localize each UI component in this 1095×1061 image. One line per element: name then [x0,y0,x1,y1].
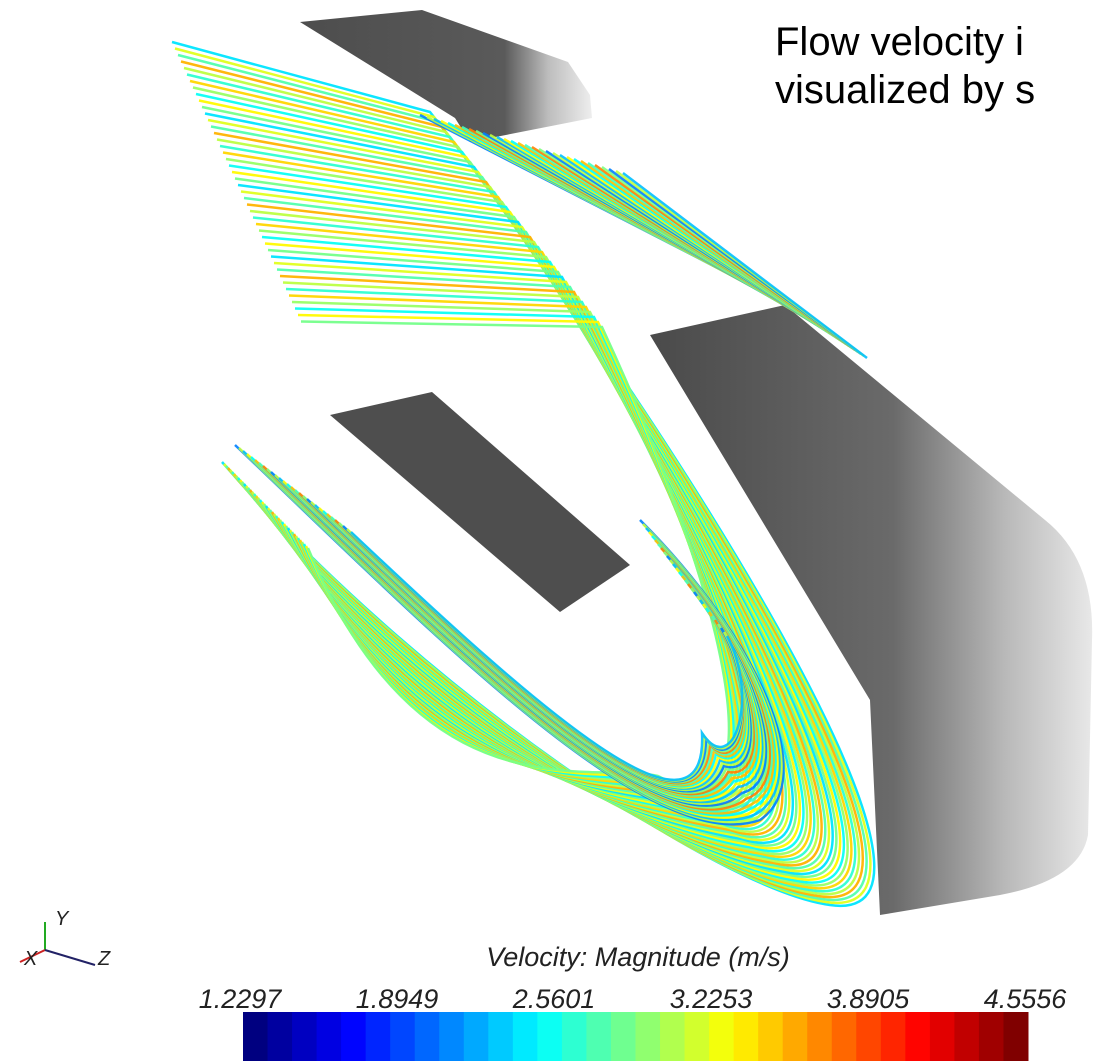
colorbar-band [734,1012,759,1061]
colorbar-band [685,1012,710,1061]
colorbar-band [636,1012,661,1061]
colorbar-band [611,1012,636,1061]
z-axis-arrow [45,950,95,965]
colorbar-band [807,1012,832,1061]
colorbar-band [905,1012,930,1061]
colorbar-band [562,1012,587,1061]
colorbar-band [537,1012,562,1061]
colorbar-band [513,1012,538,1061]
title-line: Flow velocity i [775,20,1024,64]
visualization: Flow velocity i visualized by s Y X Z Ve… [0,0,1095,1061]
colorbar-band [488,1012,513,1061]
colorbar-band [954,1012,979,1061]
colorbar-band [317,1012,342,1061]
colorbar-tick-label: 4.5556 [984,984,1068,1014]
colorbar-band [783,1012,808,1061]
colorbar-tick-label: 3.2253 [670,984,753,1014]
colorbar-band [415,1012,440,1061]
colorbar-band [979,1012,1004,1061]
colorbar-band [439,1012,464,1061]
colorbar: Velocity: Magnitude (m/s) 1.2297 1.8949 2.… [199,942,1068,1061]
colorbar-band [243,1012,268,1061]
colorbar-band [341,1012,366,1061]
colorbar-band [464,1012,489,1061]
colorbar-tick-label: 1.8949 [356,984,439,1014]
colorbar-band [709,1012,734,1061]
colorbar-tick-label: 1.2297 [199,984,283,1014]
colorbar-band [832,1012,857,1061]
colorbar-tick-label: 3.8905 [827,984,911,1014]
axis-label: Y [55,908,70,930]
colorbar-band [268,1012,293,1061]
colorbar-band [660,1012,685,1061]
colorbar-band [930,1012,955,1061]
colorbar-title: Velocity: Magnitude (m/s) [486,942,790,972]
colorbar-band [390,1012,415,1061]
axis-label: Z [97,948,111,970]
colorbar-band [292,1012,317,1061]
colorbar-band [856,1012,881,1061]
axis-label: X [23,948,38,970]
colorbar-bands [243,1012,1029,1061]
colorbar-ticks: 1.2297 1.8949 2.5601 3.2253 3.8905 4.5556 [199,984,1068,1014]
colorbar-tick-label: 2.5601 [512,984,596,1014]
colorbar-band [586,1012,611,1061]
title-line: visualized by s [775,68,1035,112]
axes-triad: Y X Z [20,908,111,970]
colorbar-band [881,1012,906,1061]
colorbar-band [1003,1012,1028,1061]
colorbar-band [366,1012,391,1061]
colorbar-band [758,1012,783,1061]
title: Flow velocity i visualized by s [775,20,1035,112]
